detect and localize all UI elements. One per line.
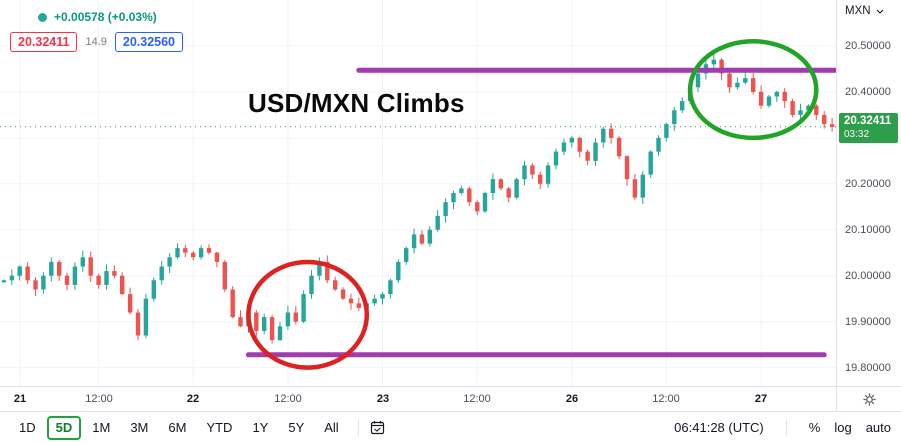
clock-timezone[interactable]: 06:41:28 (UTC) [674, 420, 764, 435]
bid-button[interactable]: 20.32411 [10, 32, 78, 52]
time-axis[interactable]: 21 12:00 22 12:00 23 12:00 26 12:00 27 [0, 386, 836, 412]
axis-corner [836, 386, 901, 411]
time-tick-label: 27 [754, 393, 768, 405]
range-button-1d[interactable]: 1D [10, 416, 45, 440]
range-button-ytd[interactable]: YTD [197, 416, 241, 440]
price-change: +0.00578 (+0.03%) [54, 10, 157, 24]
time-tick-label: 21 [13, 393, 27, 405]
range-button-all[interactable]: All [315, 416, 347, 440]
quote-legend: +0.00578 (+0.03%) 20.32411 14.9 20.32560 [10, 8, 184, 52]
range-button-1m[interactable]: 1M [83, 416, 119, 440]
time-tick-label: 22 [186, 393, 200, 405]
go-to-date-icon[interactable] [369, 419, 386, 436]
price-tick-label: 20.20000 [845, 178, 891, 190]
price-tick-label: 20.50000 [845, 40, 891, 52]
divider [357, 419, 359, 436]
percent-scale-button[interactable]: % [808, 420, 821, 435]
candlestick-chart[interactable] [0, 0, 836, 386]
spread-value: 14.9 [85, 36, 107, 48]
currency-selector[interactable]: MXN [845, 5, 884, 17]
chevron-down-icon [876, 9, 883, 14]
chart-title-annotation: USD/MXN Climbs [248, 88, 465, 118]
divider [785, 419, 787, 436]
bar-countdown: 03:32 [844, 129, 870, 140]
last-price-badge: 20.32411 03:32 [839, 113, 898, 143]
price-tick-label: 20.10000 [845, 224, 891, 236]
time-tick-label: 23 [376, 393, 390, 405]
range-button-5d[interactable]: 5D [46, 415, 82, 440]
auto-scale-button[interactable]: auto [865, 420, 891, 435]
price-axis[interactable]: MXN 20.32411 03:32 20.50000 20.40000 20.20… [836, 0, 901, 386]
price-tick-label: 19.80000 [845, 362, 891, 374]
log-scale-button[interactable]: log [834, 420, 852, 435]
range-button-5y[interactable]: 5Y [279, 416, 313, 440]
range-button-1y[interactable]: 1Y [243, 416, 277, 440]
time-tick-label: 12:00 [652, 393, 680, 405]
series-marker-dot [38, 12, 47, 22]
range-button-3m[interactable]: 3M [121, 416, 157, 440]
bottom-toolbar: 1D 5D 1M 3M 6M YTD 1Y 5Y All 06:41:28 (U… [0, 411, 901, 443]
currency-label: MXN [845, 5, 871, 17]
ask-button[interactable]: 20.32560 [114, 32, 184, 52]
time-tick-label: 12:00 [463, 393, 491, 405]
price-chart-area[interactable]: USD/MXN Climbs +0.00578 (+0.03%) 20.3241… [0, 0, 836, 386]
price-tick-label: 19.90000 [845, 316, 891, 328]
last-price-value: 20.32411 [844, 115, 892, 127]
time-tick-label: 12:00 [274, 393, 302, 405]
time-tick-label: 26 [565, 393, 579, 405]
gear-icon[interactable] [862, 392, 877, 407]
price-tick-label: 20.00000 [845, 270, 891, 282]
range-button-6m[interactable]: 6M [159, 416, 195, 440]
price-tick-label: 20.40000 [845, 86, 891, 98]
time-tick-label: 12:00 [85, 393, 113, 405]
